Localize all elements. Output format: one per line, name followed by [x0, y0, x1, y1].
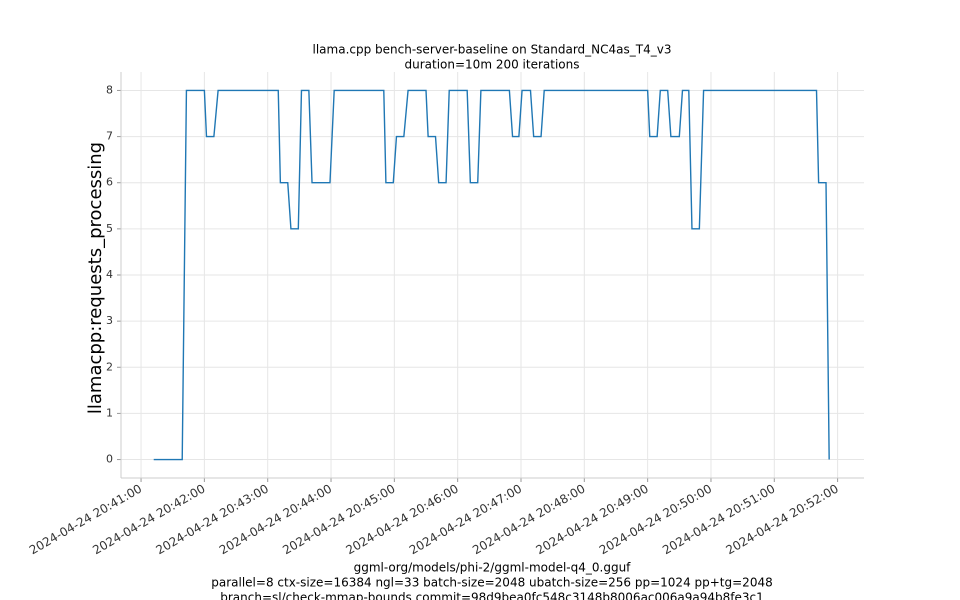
y-tick-label: 3 [106, 314, 113, 327]
y-axis-label: llamacpp:requests_processing [85, 142, 106, 414]
y-tick-label: 6 [106, 176, 113, 189]
x-tick-label: 2024-04-24 20:52:00 [723, 482, 840, 558]
y-tick-label: 2 [106, 360, 113, 373]
x-axis-label: branch=sl/check-mmap-bounds commit=98d9b… [220, 591, 764, 600]
x-tick-label: 2024-04-24 20:46:00 [344, 482, 461, 558]
y-tick-label: 7 [106, 130, 113, 143]
x-tick-label: 2024-04-24 20:41:00 [27, 482, 144, 558]
x-tick-label: 2024-04-24 20:50:00 [597, 482, 714, 558]
x-tick-label: 2024-04-24 20:49:00 [534, 482, 651, 558]
y-tick-label: 0 [106, 453, 113, 466]
chart-title: llama.cpp bench-server-baseline on Stand… [313, 43, 672, 57]
data-line [153, 89, 830, 461]
x-tick-label: 2024-04-24 20:47:00 [407, 482, 524, 558]
x-tick-label: 2024-04-24 20:43:00 [154, 482, 271, 558]
y-tick-label: 5 [106, 222, 113, 235]
x-tick-label: 2024-04-24 20:44:00 [217, 482, 334, 558]
x-tick-label: 2024-04-24 20:42:00 [90, 482, 207, 558]
x-tick-label: 2024-04-24 20:48:00 [470, 482, 587, 558]
y-tick-label: 8 [106, 83, 113, 96]
y-tick-label: 4 [106, 268, 113, 281]
x-tick-label: 2024-04-24 20:45:00 [280, 482, 397, 558]
x-axis-label: ggml-org/models/phi-2/ggml-model-q4_0.gg… [354, 561, 632, 575]
x-tick-label: 2024-04-24 20:51:00 [660, 482, 777, 558]
x-axis-label: parallel=8 ctx-size=16384 ngl=33 batch-s… [211, 576, 772, 590]
y-tick-label: 1 [106, 406, 113, 419]
chart-subtitle: duration=10m 200 iterations [405, 58, 580, 72]
